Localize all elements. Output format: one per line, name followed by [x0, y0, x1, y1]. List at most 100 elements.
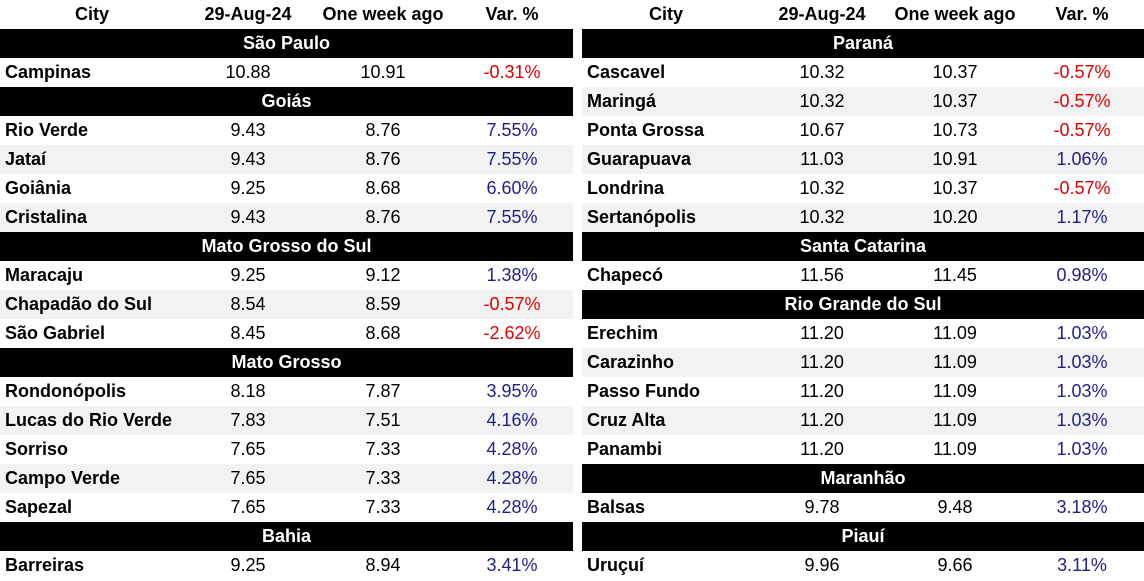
- variation-percent: 1.03%: [1056, 381, 1108, 401]
- price-week-ago: 11.09: [933, 323, 977, 343]
- city-name: Maracaju: [5, 265, 84, 285]
- price-today: 9.25: [230, 178, 266, 198]
- city-name: Ponta Grossa: [587, 120, 705, 140]
- price-today: 10.32: [799, 207, 845, 227]
- table-row: Sertanópolis 10.32 10.20 1.17%: [582, 203, 1144, 232]
- price-week-ago: 7.33: [365, 497, 401, 517]
- table-row: Maringá 10.32 10.37 -0.57%: [582, 87, 1144, 116]
- table-row: Guarapuava 11.03 10.91 1.06%: [582, 145, 1144, 174]
- variation-percent: 7.55%: [486, 149, 538, 169]
- column-header-week-ago: One week ago: [322, 4, 444, 24]
- price-today: 8.18: [230, 381, 266, 401]
- city-name: Carazinho: [587, 352, 675, 372]
- column-header-row: City 29-Aug-24 One week ago Var. %: [0, 0, 573, 29]
- table-row: São Gabriel 8.45 8.68 -2.62%: [0, 319, 573, 348]
- price-week-ago: 8.68: [365, 178, 401, 198]
- variation-percent: 4.16%: [486, 410, 538, 430]
- column-header-city: City: [75, 4, 110, 24]
- table-row: Jataí 9.43 8.76 7.55%: [0, 145, 573, 174]
- price-week-ago: 9.48: [937, 497, 973, 517]
- price-today: 9.96: [804, 555, 840, 575]
- variation-percent: -0.57%: [1053, 120, 1111, 140]
- table-row: Sapezal 7.65 7.33 4.28%: [0, 493, 573, 522]
- region-header: Rio Grande do Sul: [582, 290, 1144, 319]
- price-week-ago: 9.66: [937, 555, 973, 575]
- variation-percent: 0.98%: [1056, 265, 1108, 285]
- table-row: Goiânia 9.25 8.68 6.60%: [0, 174, 573, 203]
- variation-percent: 3.95%: [486, 381, 538, 401]
- price-week-ago: 7.51: [365, 410, 401, 430]
- city-name: Sapezal: [5, 497, 73, 517]
- variation-percent: -0.57%: [1053, 62, 1111, 82]
- price-week-ago: 11.09: [933, 439, 977, 459]
- city-name: Chapecó: [587, 265, 664, 285]
- column-header-variation: Var. %: [485, 4, 539, 24]
- table-row: Chapecó 11.56 11.45 0.98%: [582, 261, 1144, 290]
- price-week-ago: 8.76: [365, 207, 401, 227]
- price-week-ago: 11.09: [933, 410, 977, 430]
- table-row: Maracaju 9.25 9.12 1.38%: [0, 261, 573, 290]
- variation-percent: -0.57%: [1053, 91, 1111, 111]
- region-header: Bahia: [0, 522, 573, 551]
- city-name: Lucas do Rio Verde: [5, 410, 173, 430]
- city-name: Rio Verde: [5, 120, 89, 140]
- price-today: 9.43: [230, 207, 266, 227]
- price-week-ago: 11.09: [933, 352, 977, 372]
- table-row: Ponta Grossa 10.67 10.73 -0.57%: [582, 116, 1144, 145]
- right-price-table: City 29-Aug-24 One week ago Var. % Paran…: [582, 0, 1144, 580]
- price-week-ago: 10.91: [932, 149, 978, 169]
- price-week-ago: 7.33: [365, 468, 401, 488]
- city-name: Balsas: [587, 497, 646, 517]
- table-row: Rondonópolis 8.18 7.87 3.95%: [0, 377, 573, 406]
- variation-percent: 1.17%: [1056, 207, 1108, 227]
- price-week-ago: 8.59: [365, 294, 401, 314]
- price-today: 7.65: [230, 439, 266, 459]
- region-header: Piauí: [582, 522, 1144, 551]
- price-today: 7.65: [230, 468, 266, 488]
- table-row: Campinas 10.88 10.91 -0.31%: [0, 58, 573, 87]
- variation-percent: -0.31%: [483, 62, 541, 82]
- variation-percent: 1.03%: [1056, 323, 1108, 343]
- price-week-ago: 10.91: [360, 62, 406, 82]
- region-header: Mato Grosso: [0, 348, 573, 377]
- column-header-variation: Var. %: [1055, 4, 1109, 24]
- variation-percent: 7.55%: [486, 207, 538, 227]
- variation-percent: 3.41%: [486, 555, 538, 575]
- variation-percent: 1.06%: [1056, 149, 1108, 169]
- city-name: Barreiras: [5, 555, 85, 575]
- price-week-ago: 8.76: [365, 120, 401, 140]
- column-header-row: City 29-Aug-24 One week ago Var. %: [582, 0, 1144, 29]
- price-week-ago: 8.76: [365, 149, 401, 169]
- price-today: 9.25: [230, 265, 266, 285]
- variation-percent: 1.03%: [1056, 410, 1108, 430]
- city-name: Cruz Alta: [587, 410, 666, 430]
- price-today: 11.20: [800, 323, 844, 343]
- table-row: Erechim 11.20 11.09 1.03%: [582, 319, 1144, 348]
- price-week-ago: 8.68: [365, 323, 401, 343]
- price-week-ago: 10.37: [932, 62, 978, 82]
- table-row: Rio Verde 9.43 8.76 7.55%: [0, 116, 573, 145]
- city-name: Sertanópolis: [587, 207, 697, 227]
- price-today: 7.65: [230, 497, 266, 517]
- price-week-ago: 10.37: [932, 91, 978, 111]
- city-name: Cristalina: [5, 207, 88, 227]
- price-week-ago: 11.45: [933, 265, 977, 285]
- price-today: 10.32: [799, 178, 845, 198]
- price-week-ago: 7.87: [365, 381, 401, 401]
- column-header-date: 29-Aug-24: [204, 4, 292, 24]
- table-row: Panambi 11.20 11.09 1.03%: [582, 435, 1144, 464]
- city-name: São Gabriel: [5, 323, 106, 343]
- table-row: Sorriso 7.65 7.33 4.28%: [0, 435, 573, 464]
- variation-percent: 7.55%: [486, 120, 538, 140]
- city-name: Cascavel: [587, 62, 666, 82]
- price-week-ago: 7.33: [365, 439, 401, 459]
- variation-percent: 6.60%: [486, 178, 538, 198]
- city-name: Maringá: [587, 91, 657, 111]
- price-today: 9.43: [230, 149, 266, 169]
- city-name: Uruçuí: [587, 555, 645, 575]
- price-week-ago: 11.09: [933, 381, 977, 401]
- price-week-ago: 10.73: [932, 120, 978, 140]
- price-today: 10.67: [799, 120, 845, 140]
- region-header: Mato Grosso do Sul: [0, 232, 573, 261]
- table-row: Cruz Alta 11.20 11.09 1.03%: [582, 406, 1144, 435]
